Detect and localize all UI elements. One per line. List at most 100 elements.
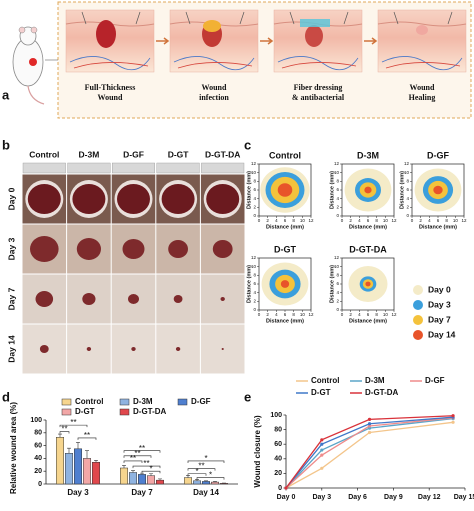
wound — [28, 184, 61, 214]
y-tick-label: 12 — [404, 161, 410, 166]
step-label: Healing — [409, 93, 436, 102]
wound — [305, 25, 323, 47]
x-tick-label: 6 — [437, 218, 440, 223]
legend-label: Day 7 — [428, 314, 451, 324]
y-tick-label: 4 — [336, 290, 339, 295]
x-tick-label: 2 — [266, 218, 269, 223]
x-tick-label: 10 — [300, 312, 306, 317]
trace-area — [433, 186, 442, 195]
photo-row-label: Day 7 — [6, 287, 16, 310]
y-tick-label: 6 — [336, 187, 339, 192]
photo-row-label: Day 14 — [6, 335, 16, 363]
wound — [174, 295, 183, 303]
photo-column-label: D-GF — [123, 149, 144, 159]
ruler — [23, 163, 66, 173]
x-tick-label: 0 — [341, 218, 344, 223]
x-tick-label: Day 7 — [131, 488, 153, 497]
x-tick-label: 4 — [358, 312, 361, 317]
wound — [128, 294, 139, 304]
legend-swatch — [62, 399, 71, 405]
y-tick-label: 8 — [253, 273, 256, 278]
y-tick-label: 0 — [406, 213, 409, 218]
wound — [123, 239, 145, 259]
legend-label: Day 3 — [428, 299, 451, 309]
photo-column-label: D-3M — [79, 149, 100, 159]
x-tick-label: 2 — [349, 312, 352, 317]
y-tick-label: 6 — [336, 281, 339, 286]
y-tick-label: 100 — [270, 412, 282, 419]
x-tick-label: Day 3 — [312, 494, 331, 501]
panel-label: e — [244, 389, 251, 404]
step-label: Wound — [410, 83, 435, 92]
ruler — [68, 163, 111, 173]
legend-label: Day 0 — [428, 284, 451, 294]
x-tick-label: 0 — [341, 312, 344, 317]
x-tick-label: 0 — [258, 312, 261, 317]
legend-label: Control — [311, 376, 339, 385]
bar — [220, 483, 228, 484]
trace-title: D-GT — [274, 244, 296, 254]
step-label: infection — [199, 93, 229, 102]
trace-title: D-GT-DA — [349, 244, 387, 254]
legend-swatch — [120, 399, 129, 405]
y-tick-label: 0 — [253, 213, 256, 218]
y-axis-label: Relative wound area (%) — [9, 402, 18, 494]
y-tick-label: 2 — [336, 299, 339, 304]
bar — [129, 472, 137, 484]
point — [320, 454, 323, 457]
wound — [30, 236, 59, 262]
wound — [117, 184, 150, 214]
bar — [74, 449, 82, 484]
trace-title: D-GF — [427, 150, 449, 160]
legend-label: D-GF — [191, 397, 211, 406]
point — [451, 414, 454, 417]
significance-label: * — [195, 467, 198, 476]
x-tick-label: 6 — [367, 312, 370, 317]
x-tick-label: Day 3 — [67, 488, 89, 497]
point — [320, 448, 323, 451]
error-bar — [131, 471, 135, 473]
step-label: Full-Thickness — [85, 83, 136, 92]
y-tick-label: 6 — [253, 281, 256, 286]
error-bar — [76, 442, 80, 448]
x-tick-label: 8 — [375, 218, 378, 223]
y-tick-label: 0 — [336, 213, 339, 218]
legend-label: D-GT — [311, 388, 331, 397]
error-bar — [149, 474, 153, 476]
wound — [40, 345, 49, 353]
y-tick-label: 60 — [274, 441, 282, 448]
y-tick-label: 0 — [336, 307, 339, 312]
bar — [83, 458, 91, 484]
trace-area — [365, 282, 370, 287]
x-tick-label: Day 15 — [454, 494, 474, 501]
wound — [221, 297, 225, 301]
x-tick-label: 12 — [308, 218, 314, 223]
y-tick-label: 0 — [278, 485, 282, 492]
photo-row-label: Day 0 — [6, 187, 16, 210]
x-tick-label: Day 0 — [277, 494, 296, 501]
fiber-dressing — [300, 19, 330, 27]
y-tick-label: 100 — [30, 417, 42, 424]
error-bar — [85, 451, 89, 459]
trace-area — [364, 187, 371, 194]
bar — [56, 437, 64, 484]
wound — [222, 348, 224, 350]
y-tick-label: 8 — [253, 179, 256, 184]
y-tick-label: 6 — [406, 187, 409, 192]
trace-area — [278, 183, 293, 196]
ruler — [201, 163, 244, 173]
y-tick-label: 40 — [34, 455, 42, 462]
point — [368, 422, 371, 425]
bar — [184, 478, 192, 484]
bar — [65, 453, 73, 484]
photo-column-label: D-GT — [168, 149, 190, 159]
x-tick-label: 2 — [349, 218, 352, 223]
point — [368, 418, 371, 421]
y-tick-label: 40 — [274, 456, 282, 463]
error-bar — [94, 460, 98, 462]
legend-swatch — [413, 315, 423, 325]
trace-title: Control — [269, 150, 301, 160]
x-tick-label: Day 12 — [418, 494, 441, 501]
panel-label: c — [244, 137, 251, 152]
significance-label: * — [149, 464, 152, 473]
